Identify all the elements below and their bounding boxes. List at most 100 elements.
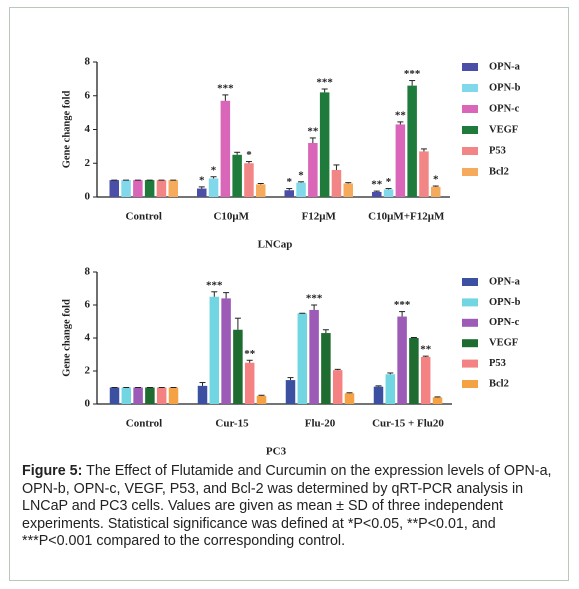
- bar: [308, 143, 318, 197]
- x-tick-label: C10μM: [213, 211, 249, 223]
- bar: [397, 316, 407, 404]
- bar: [332, 370, 343, 404]
- bar: [385, 374, 396, 404]
- significance-label: *: [433, 174, 439, 186]
- significance-label: ***: [394, 299, 411, 311]
- bar: [372, 191, 382, 197]
- y-tick-label: 2: [85, 365, 91, 377]
- y-tick-label: 6: [85, 89, 91, 101]
- y-tick-label: 6: [85, 299, 91, 311]
- bar: [244, 163, 254, 197]
- legend-swatch: [462, 298, 478, 307]
- bar: [244, 362, 255, 404]
- bar: [383, 189, 394, 197]
- bar: [232, 154, 242, 197]
- bar: [168, 387, 179, 404]
- significance-label: ***: [404, 68, 421, 80]
- bar: [121, 387, 132, 404]
- y-tick-label: 0: [85, 398, 91, 410]
- bar: [409, 338, 419, 404]
- bar: [331, 170, 342, 197]
- significance-label: **: [371, 179, 383, 191]
- significance-label: *: [386, 176, 392, 188]
- legend-label: OPN-a: [489, 61, 521, 72]
- bar: [233, 329, 243, 404]
- significance-label: ***: [206, 279, 223, 291]
- legend-swatch: [462, 147, 478, 155]
- bar: [109, 180, 119, 197]
- significance-label: *: [199, 174, 205, 186]
- bar: [145, 387, 155, 404]
- y-axis-label: Gene change fold: [61, 91, 72, 169]
- x-tick-label: Cur-15 + Flu20: [372, 418, 444, 430]
- bar: [420, 356, 431, 404]
- caption-label: Figure 5:: [22, 463, 83, 479]
- legend-label: OPN-c: [489, 317, 520, 328]
- legend-swatch: [462, 168, 478, 176]
- legend-swatch: [462, 105, 478, 113]
- x-axis-label: LNCap: [258, 239, 293, 251]
- bar: [133, 387, 143, 404]
- y-tick-label: 4: [85, 332, 91, 344]
- bar: [220, 100, 231, 197]
- bar: [285, 380, 296, 404]
- significance-label: *: [246, 149, 252, 161]
- bar: [156, 180, 167, 197]
- legend-label: VEGF: [489, 124, 518, 135]
- significance-label: **: [395, 109, 407, 121]
- x-tick-label: Control: [126, 211, 162, 223]
- bar: [208, 178, 219, 197]
- bar: [256, 395, 267, 404]
- legend-swatch: [462, 318, 478, 327]
- bar: [431, 186, 441, 197]
- legend-label: VEGF: [489, 338, 518, 349]
- legend-swatch: [462, 278, 478, 286]
- y-tick-label: 2: [85, 157, 91, 169]
- legend-label: OPN-b: [489, 297, 521, 308]
- significance-label: ***: [316, 77, 333, 89]
- legend-swatch: [462, 126, 478, 134]
- figure-frame: [9, 7, 569, 581]
- x-tick-label: F12μM: [302, 211, 337, 223]
- bar: [407, 85, 417, 197]
- x-tick-label: Cur-15: [215, 418, 249, 430]
- bar: [156, 387, 167, 404]
- legend-swatch: [462, 63, 478, 71]
- bar: [319, 92, 330, 197]
- legend-label: Bcl2: [489, 166, 509, 177]
- bar: [256, 184, 266, 197]
- x-tick-label: Control: [126, 418, 162, 430]
- bar: [343, 183, 353, 197]
- legend-swatch: [462, 84, 478, 92]
- legend-label: Bcl2: [489, 378, 509, 389]
- bar: [284, 190, 294, 197]
- legend-label: P53: [489, 145, 506, 156]
- y-axis-label: Gene change fold: [61, 299, 72, 377]
- bar: [432, 397, 443, 404]
- legend-label: OPN-a: [489, 276, 521, 287]
- significance-label: *: [298, 169, 304, 181]
- bar: [144, 180, 155, 197]
- bar: [197, 385, 208, 404]
- bar: [109, 387, 120, 404]
- bar: [133, 180, 143, 197]
- bar: [395, 124, 406, 197]
- y-tick-label: 8: [85, 266, 91, 278]
- significance-label: **: [307, 125, 319, 137]
- legend-swatch: [462, 339, 478, 348]
- legend-swatch: [462, 359, 478, 368]
- bar: [296, 182, 306, 197]
- caption-text: The Effect of Flutamide and Curcumin on …: [22, 463, 552, 549]
- bar: [197, 188, 207, 197]
- bar: [419, 151, 429, 197]
- bar: [209, 296, 220, 404]
- x-tick-label: Flu-20: [305, 418, 336, 430]
- bar: [121, 180, 131, 197]
- significance-label: **: [420, 344, 432, 356]
- bar: [309, 309, 319, 404]
- bar: [373, 386, 384, 404]
- significance-label: **: [244, 348, 256, 360]
- legend-label: OPN-c: [489, 103, 520, 114]
